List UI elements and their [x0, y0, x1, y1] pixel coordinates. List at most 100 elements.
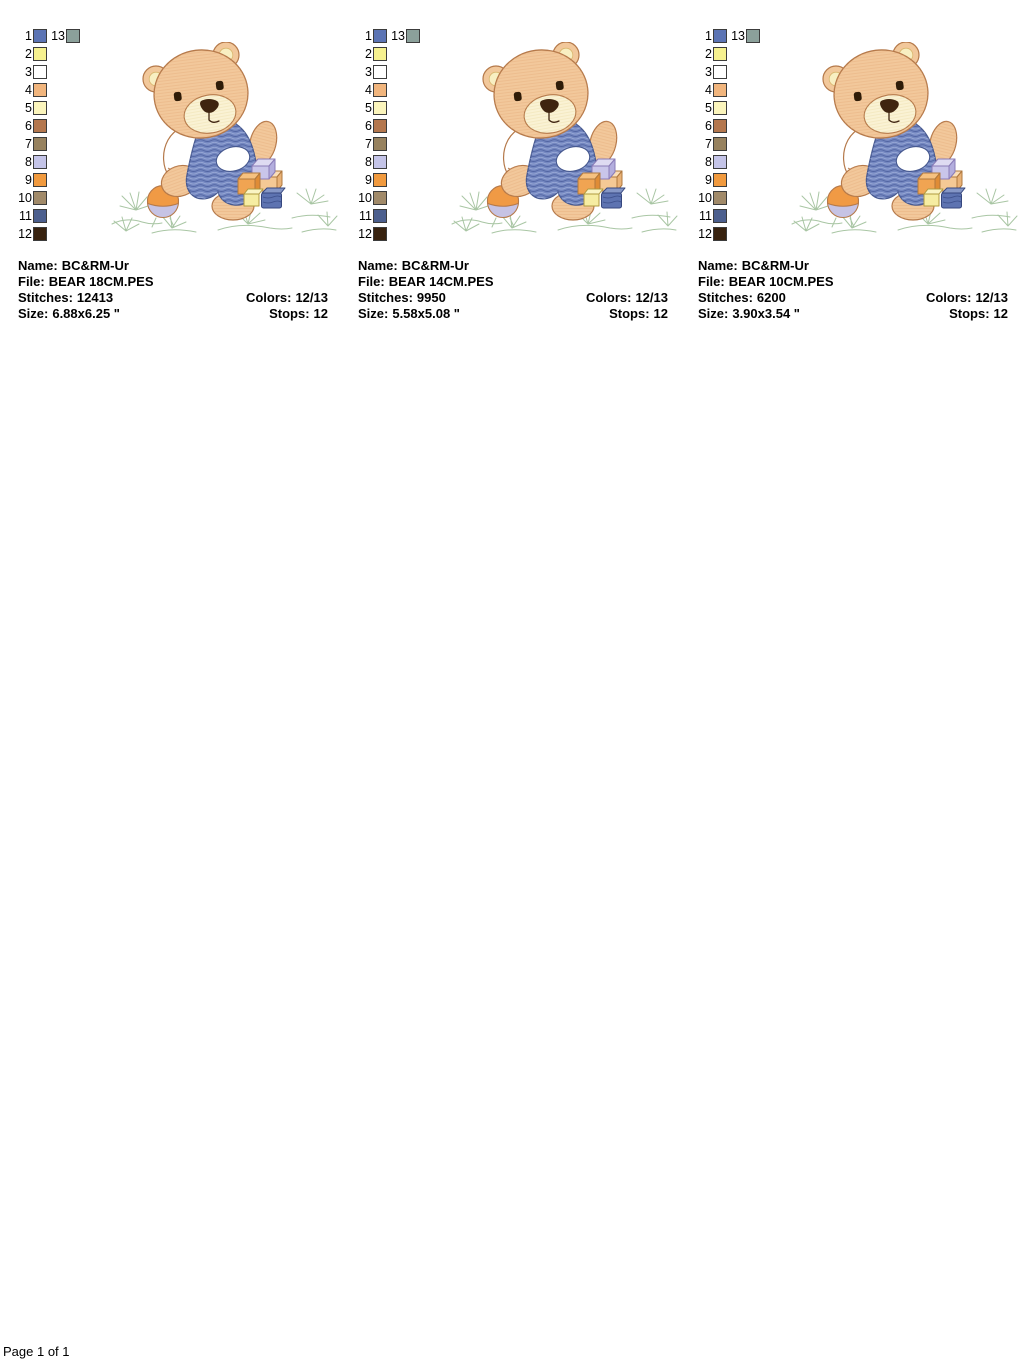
thread-color-swatch: [33, 83, 47, 97]
thread-number: 13: [731, 29, 745, 43]
design-info: Name: BC&RM-Ur File: BEAR 18CM.PES Stitche…: [18, 258, 328, 322]
thread-color-row: 12: [15, 225, 80, 243]
design-size-line: Size: 3.90x3.54 " Stops: 12: [698, 306, 1008, 322]
thread-color-swatch: [713, 119, 727, 133]
stitches: Stitches: 9950: [358, 290, 446, 306]
thread-number: 7: [365, 137, 372, 151]
thread-number: 13: [51, 29, 65, 43]
colors-value: 12/13: [975, 290, 1008, 305]
thread-color-row: 9: [15, 171, 80, 189]
thread-color-swatch: [373, 47, 387, 61]
thread-number: 6: [25, 119, 32, 133]
size: Size: 6.88x6.25 ": [18, 306, 120, 322]
stitches-value: 6200: [756, 290, 786, 305]
size-value: 6.88x6.25 ": [52, 306, 120, 321]
thread-number: 3: [25, 65, 32, 79]
thread-color-row: 3: [695, 63, 760, 81]
thread-color-swatch: [33, 137, 47, 151]
file-value: BEAR 18CM.PES: [48, 274, 154, 289]
thread-color-swatch: [713, 83, 727, 97]
thread-color-row: 12: [695, 225, 760, 243]
thread-color-swatch: [33, 65, 47, 79]
thread-color-swatch: [713, 155, 727, 169]
thread-color-row: 8: [355, 153, 420, 171]
thread-color-swatch: [33, 227, 47, 241]
thread-color-row: 9: [355, 171, 420, 189]
thread-number: 6: [705, 119, 712, 133]
thread-color-row: 3: [355, 63, 420, 81]
thread-color-swatch: [373, 29, 387, 43]
thread-color-row: 2: [695, 45, 760, 63]
stops-label: Stops:: [609, 306, 650, 321]
thread-number: 11: [359, 209, 372, 223]
thread-color-row: 7: [355, 135, 420, 153]
colors-label: Colors:: [245, 290, 292, 305]
thread-color-swatch: [33, 155, 47, 169]
file-label: File:: [698, 274, 725, 289]
thread-number: 8: [365, 155, 372, 169]
thread-color-list: 1 13 2 3 4 5 6 7 8 9 10 11 12: [355, 27, 420, 243]
thread-color-swatch: [33, 209, 47, 223]
size: Size: 3.90x3.54 ": [698, 306, 800, 322]
file-value: BEAR 14CM.PES: [388, 274, 494, 289]
stops-value: 12: [993, 306, 1008, 321]
colors: Colors: 12/13: [926, 290, 1008, 306]
design-info: Name: BC&RM-Ur File: BEAR 14CM.PES Stitche…: [358, 258, 668, 322]
size-label: Size:: [698, 306, 729, 321]
thread-number: 9: [25, 173, 32, 187]
name-value: BC&RM-Ur: [401, 258, 469, 273]
thread-color-list: 1 13 2 3 4 5 6 7 8 9 10 11 12: [695, 27, 760, 243]
thread-color-swatch: [373, 173, 387, 187]
thread-color-row: 6: [15, 117, 80, 135]
colors: Colors: 12/13: [246, 290, 328, 306]
thread-number: 8: [705, 155, 712, 169]
thread-color-row: 4: [695, 81, 760, 99]
thread-color-row: 5: [695, 99, 760, 117]
size: Size: 5.58x5.08 ": [358, 306, 460, 322]
bear-design-preview: [786, 42, 1018, 238]
thread-number: 5: [365, 101, 372, 115]
thread-color-row: 8: [695, 153, 760, 171]
name-label: Name:: [698, 258, 738, 273]
thread-color-row: 4: [355, 81, 420, 99]
thread-number: 8: [25, 155, 32, 169]
thread-color-swatch: [373, 119, 387, 133]
name-label: Name:: [358, 258, 398, 273]
thread-color-swatch: [713, 101, 727, 115]
thread-color-row: 12: [355, 225, 420, 243]
design-file-line: File: BEAR 10CM.PES: [698, 274, 1008, 290]
thread-color-row: 10: [15, 189, 80, 207]
design-info: Name: BC&RM-Ur File: BEAR 10CM.PES Stitche…: [698, 258, 1008, 322]
size-value: 3.90x3.54 ": [732, 306, 800, 321]
thread-number: 5: [705, 101, 712, 115]
thread-color-row: 6: [355, 117, 420, 135]
stitches: Stitches: 6200: [698, 290, 786, 306]
page-number: Page 1 of 1: [3, 1344, 70, 1359]
stops-label: Stops:: [269, 306, 310, 321]
thread-number: 11: [19, 209, 32, 223]
thread-color-swatch: [713, 47, 727, 61]
thread-color-row: 5: [355, 99, 420, 117]
thread-color-swatch: [373, 101, 387, 115]
bear-design-preview: [106, 42, 338, 238]
stitches-label: Stitches:: [18, 290, 73, 305]
thread-number: 4: [25, 83, 32, 97]
thread-number: 9: [365, 173, 372, 187]
size-label: Size:: [18, 306, 49, 321]
thread-color-row: 11: [15, 207, 80, 225]
stitches-value: 9950: [416, 290, 446, 305]
thread-color-swatch: [33, 29, 47, 43]
thread-color-row: 3: [15, 63, 80, 81]
thread-number: 13: [391, 29, 405, 43]
thread-color-swatch: [373, 83, 387, 97]
thread-color-swatch: [713, 227, 727, 241]
thread-color-row: 11: [355, 207, 420, 225]
thread-color-row: 8: [15, 153, 80, 171]
stitches: Stitches: 12413: [18, 290, 113, 306]
thread-color-row: 2: [15, 45, 80, 63]
thread-number: 2: [365, 47, 372, 61]
thread-color-row: 1 13: [695, 27, 760, 45]
thread-number: 1: [365, 29, 372, 43]
thread-number: 12: [358, 227, 372, 241]
stitches-label: Stitches:: [358, 290, 413, 305]
